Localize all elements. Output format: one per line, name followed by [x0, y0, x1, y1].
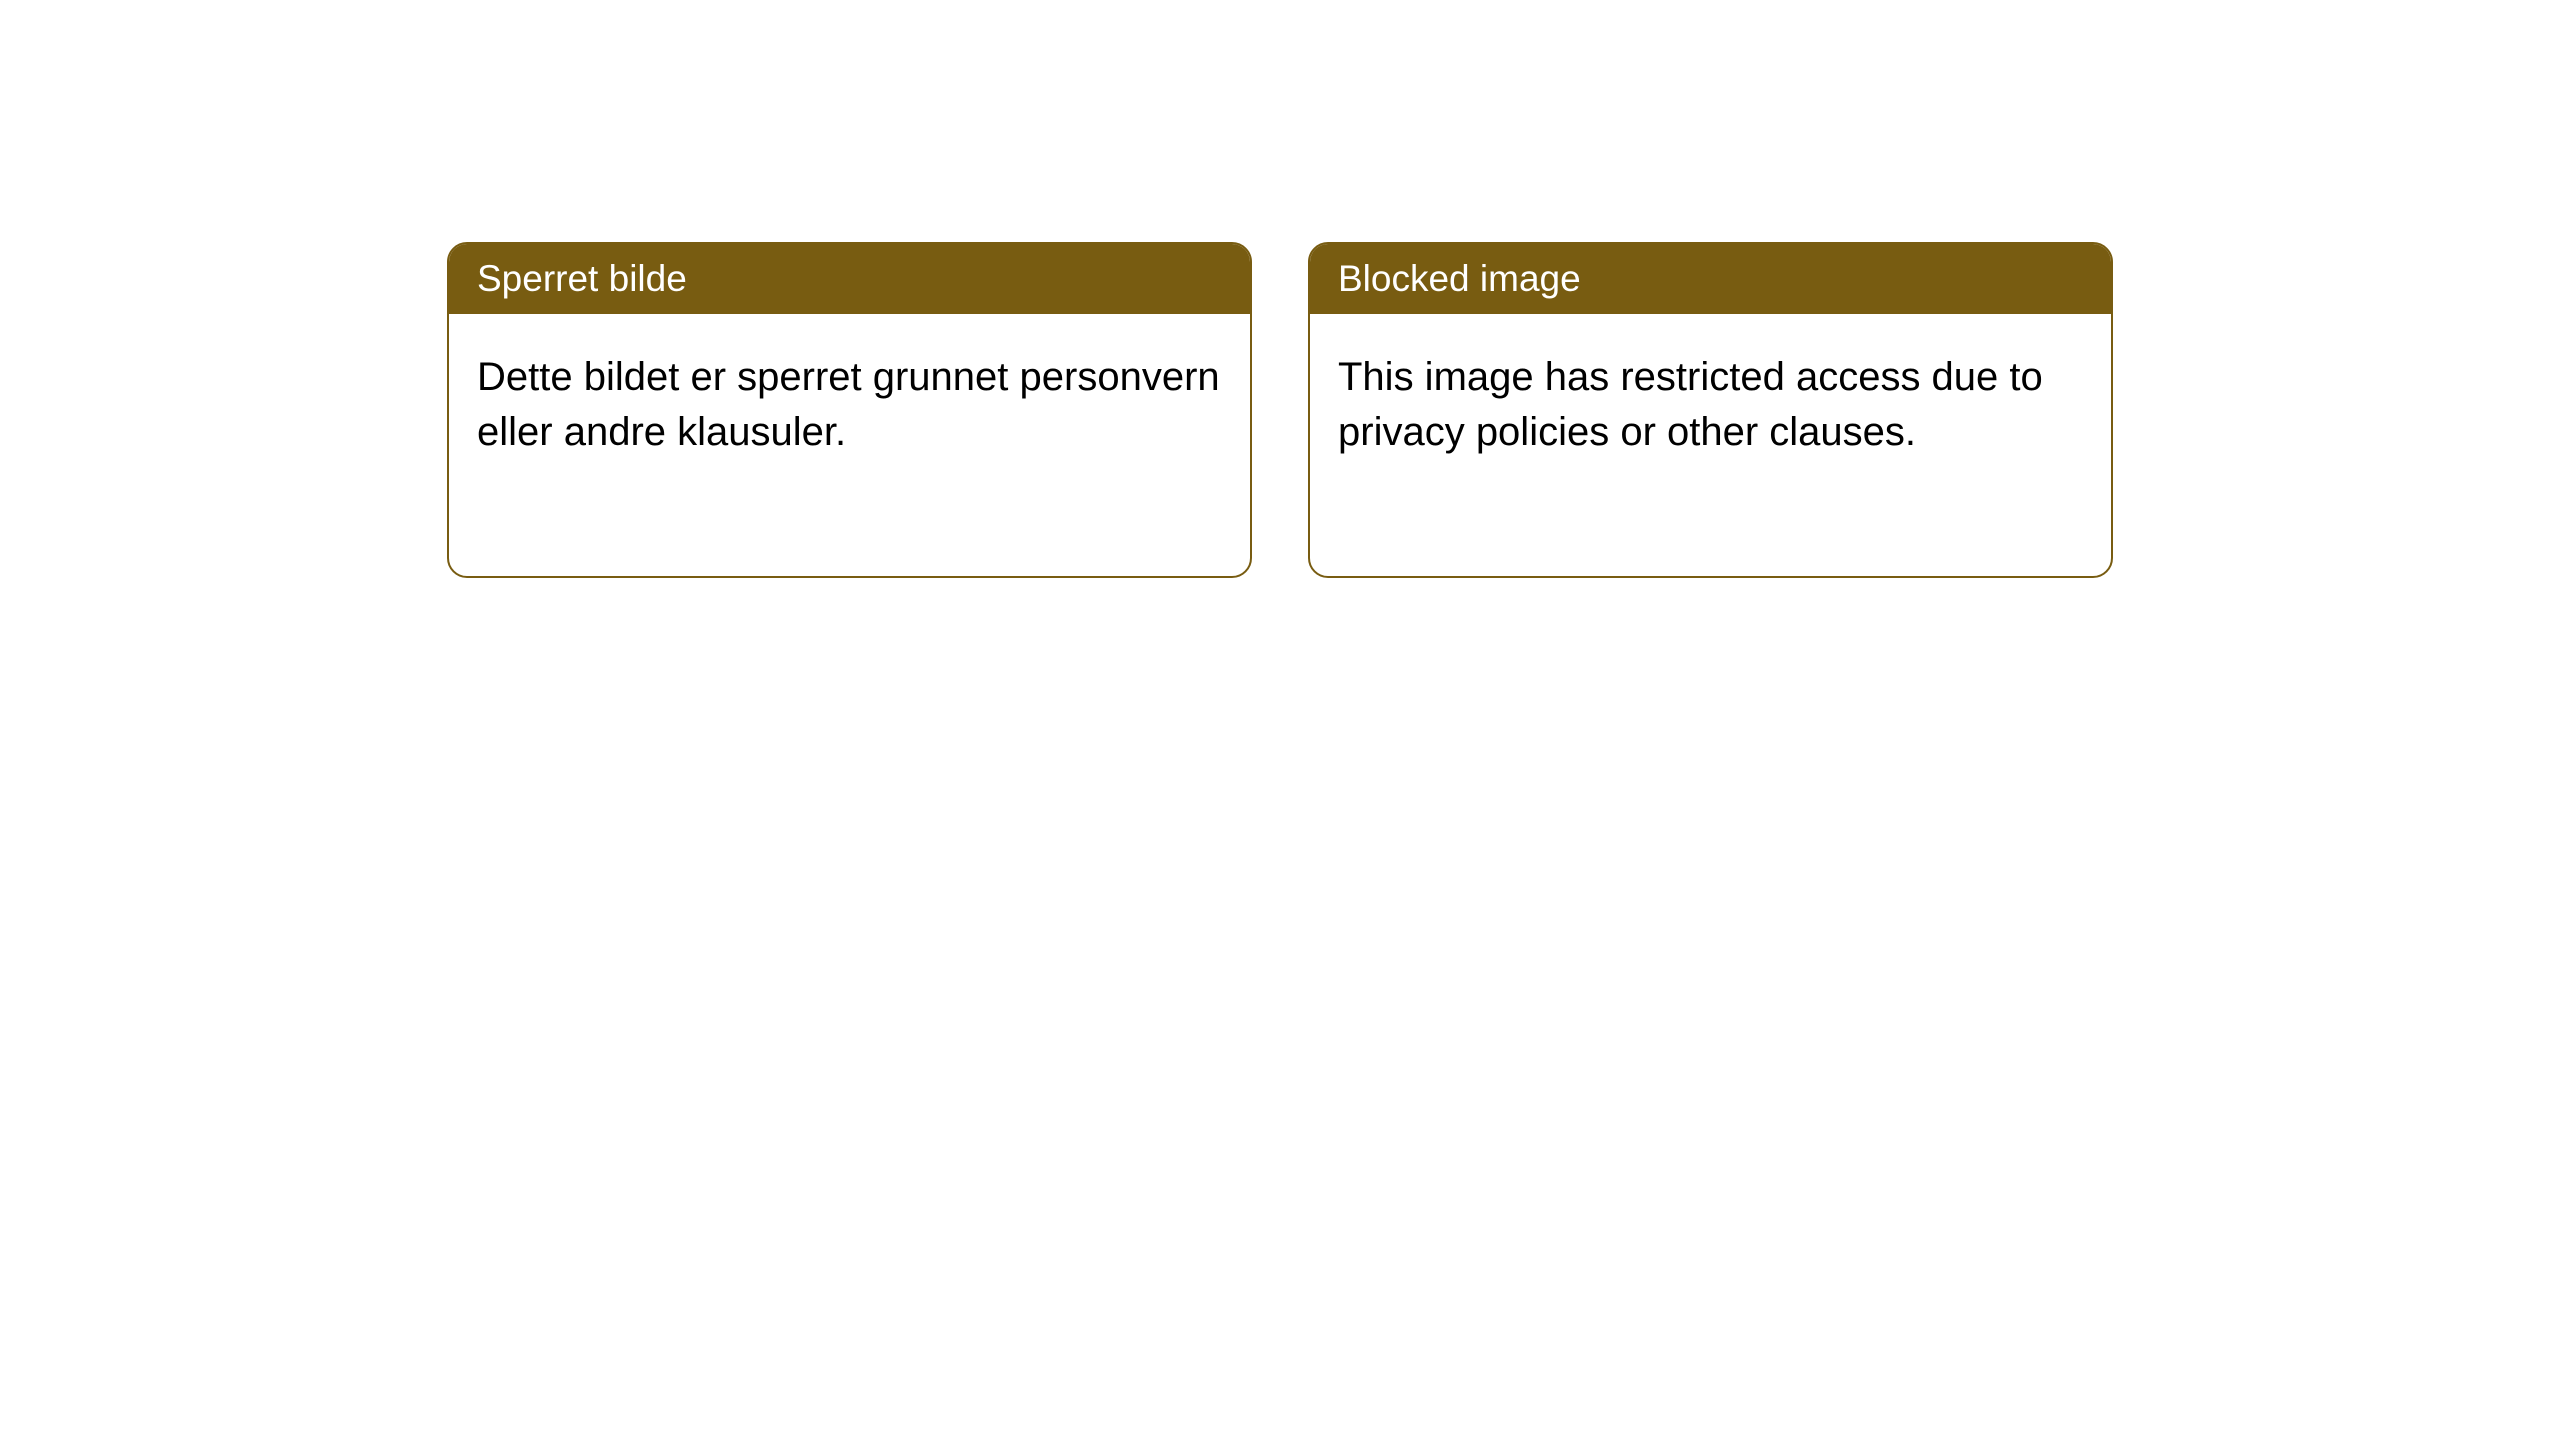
card-title-no: Sperret bilde [449, 244, 1250, 314]
blocked-image-card-no: Sperret bilde Dette bildet er sperret gr… [447, 242, 1252, 578]
card-title-en: Blocked image [1310, 244, 2111, 314]
blocked-image-card-en: Blocked image This image has restricted … [1308, 242, 2113, 578]
card-body-en: This image has restricted access due to … [1310, 314, 2111, 576]
notice-cards-row: Sperret bilde Dette bildet er sperret gr… [447, 242, 2113, 578]
card-body-no: Dette bildet er sperret grunnet personve… [449, 314, 1250, 576]
